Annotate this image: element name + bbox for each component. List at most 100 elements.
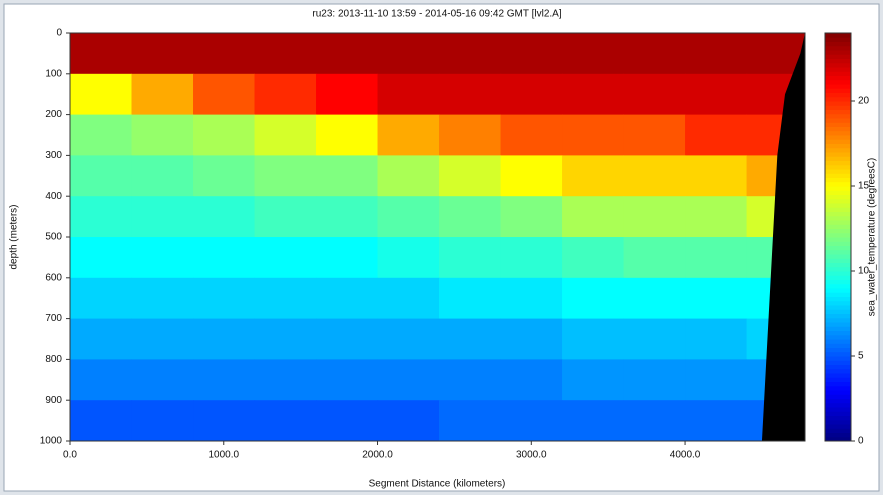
- heat-cell: [377, 359, 440, 401]
- heat-cell: [131, 359, 194, 401]
- colorbar-step: [825, 245, 851, 251]
- colorbar-step: [825, 330, 851, 336]
- colorbar-tick-label: 20: [858, 96, 870, 107]
- heat-cell: [439, 237, 502, 279]
- colorbar-step: [825, 211, 851, 217]
- heat-cell: [685, 33, 748, 75]
- colorbar-step: [825, 381, 851, 387]
- colorbar-step: [825, 313, 851, 319]
- heat-cell: [500, 277, 563, 320]
- heat-cell: [131, 277, 194, 320]
- heat-cell: [377, 155, 440, 197]
- x-tick-label: 2000.0: [362, 450, 393, 461]
- heat-cell: [131, 73, 194, 116]
- heat-cell: [254, 318, 317, 360]
- heat-cell: [70, 155, 133, 197]
- colorbar-step: [825, 322, 851, 327]
- heat-cell: [316, 73, 379, 116]
- seafloor: [761, 33, 805, 441]
- colorbar-step: [825, 169, 851, 174]
- colorbar-step: [825, 271, 851, 276]
- heat-cell: [131, 237, 194, 279]
- heat-cell: [439, 196, 502, 238]
- colorbar-step: [825, 364, 851, 370]
- y-tick-label: 100: [45, 68, 62, 79]
- colorbar-step: [825, 394, 851, 399]
- colorbar-step: [825, 279, 851, 285]
- heat-cell: [193, 318, 256, 360]
- heat-cell: [562, 277, 625, 320]
- colorbar-step: [825, 58, 851, 64]
- heat-cell: [623, 196, 686, 238]
- colorbar-step: [825, 220, 851, 225]
- colorbar-step: [825, 203, 851, 208]
- chart-title: ru23: 2013-11-10 13:59 - 2014-05-16 09:4…: [312, 9, 561, 20]
- colorbar-step: [825, 326, 851, 331]
- heat-cell: [316, 277, 379, 320]
- heat-cell: [439, 114, 502, 156]
- colorbar-step: [825, 411, 851, 416]
- heat-cell: [254, 114, 317, 156]
- colorbar-step: [825, 173, 851, 178]
- colorbar-border: [824, 32, 852, 442]
- colorbar-step: [825, 143, 851, 149]
- heat-cell: [623, 359, 686, 401]
- colorbar-step: [825, 33, 851, 38]
- colorbar-tick-label: 15: [858, 181, 870, 192]
- colorbar-step: [825, 96, 851, 102]
- heat-cell: [439, 155, 502, 197]
- heat-cell: [254, 237, 317, 279]
- heat-cell: [377, 73, 440, 116]
- colorbar-step: [825, 88, 851, 93]
- colorbar-step: [825, 130, 851, 136]
- heat-cell: [562, 33, 625, 75]
- heat-cell: [254, 359, 317, 401]
- heat-cell: [500, 318, 563, 360]
- colorbar-step: [825, 432, 851, 438]
- colorbar-step: [825, 190, 851, 195]
- colorbar-step: [825, 45, 851, 51]
- heat-cell: [500, 196, 563, 238]
- heat-cell: [377, 277, 440, 320]
- heat-cell: [562, 114, 625, 156]
- heat-cell: [316, 359, 379, 401]
- colorbar-step: [825, 296, 851, 302]
- y-tick-label: 600: [45, 272, 62, 283]
- colorbar-step: [825, 300, 851, 306]
- heat-cell: [500, 114, 563, 156]
- y-tick-label: 0: [56, 28, 62, 39]
- heat-cell: [254, 73, 317, 116]
- colorbar-step: [825, 241, 851, 246]
- y-tick-label: 700: [45, 313, 62, 324]
- heat-cell: [131, 318, 194, 360]
- colorbar-step: [825, 164, 851, 170]
- colorbar-step: [825, 402, 851, 408]
- heat-cell: [562, 155, 625, 197]
- heat-cell: [70, 33, 133, 75]
- heat-cell: [193, 400, 256, 441]
- colorbar-step: [825, 237, 851, 242]
- heat-cell: [131, 155, 194, 197]
- heat-cell: [685, 318, 748, 360]
- colorbar-step: [825, 317, 851, 323]
- colorbar-step: [825, 398, 851, 404]
- heat-cell: [562, 359, 625, 401]
- colorbar-step: [825, 347, 851, 353]
- colorbar-step: [825, 356, 851, 361]
- colorbar-step: [825, 385, 851, 391]
- heat-cell: [254, 155, 317, 197]
- colorbar-step: [825, 305, 851, 310]
- colorbar-step: [825, 122, 851, 127]
- heat-cell: [316, 196, 379, 238]
- colorbar-step: [825, 419, 851, 425]
- colorbar-step: [825, 37, 851, 42]
- heat-cell: [685, 114, 748, 156]
- colorbar-step: [825, 415, 851, 421]
- heat-cell: [623, 114, 686, 156]
- heat-cell: [685, 237, 748, 279]
- colorbar-step: [825, 373, 851, 378]
- heat-cell: [685, 400, 748, 441]
- colorbar-step: [825, 181, 851, 187]
- y-tick-label: 400: [45, 191, 62, 202]
